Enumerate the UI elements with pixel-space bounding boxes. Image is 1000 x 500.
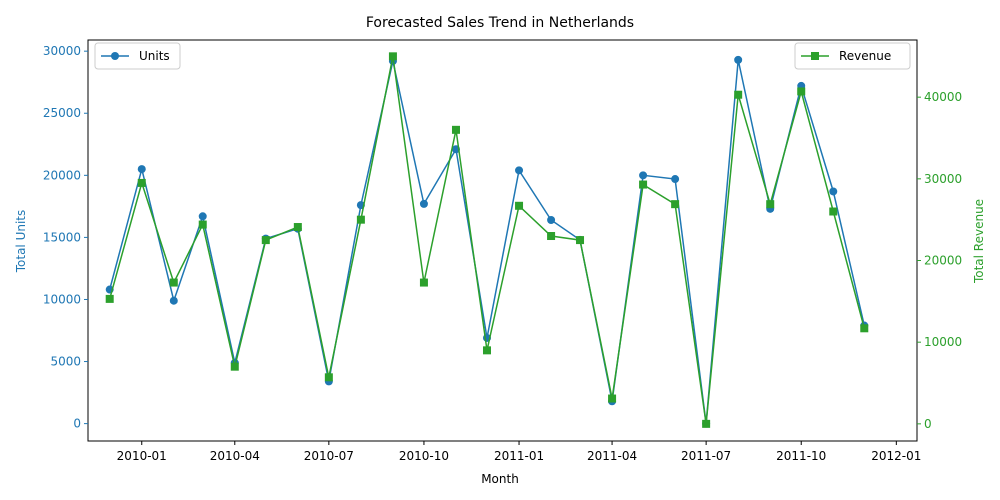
units-data-point — [169, 296, 178, 305]
revenue-data-point — [515, 201, 524, 210]
revenue-data-point — [137, 178, 146, 187]
x-tick-label: 2012-01 — [871, 449, 921, 463]
legend-units: Units — [94, 42, 181, 70]
y-left-tick-label: 10000 — [43, 292, 81, 306]
revenue-data-point — [829, 207, 838, 216]
units-data-point — [671, 175, 680, 184]
units-data-point — [547, 216, 556, 225]
y-left-tick-label: 15000 — [43, 230, 81, 244]
units-data-point — [734, 55, 743, 64]
y-left-tick-label: 30000 — [43, 44, 81, 58]
revenue-data-point — [324, 373, 333, 382]
legend-revenue: Revenue — [794, 42, 911, 70]
y-right-tick-label: 10000 — [924, 335, 962, 349]
chart-title: Forecasted Sales Trend in Netherlands — [366, 15, 634, 31]
revenue-data-point — [860, 324, 869, 333]
units-data-point — [419, 199, 428, 208]
revenue-data-point — [169, 278, 178, 287]
legend-revenue-box — [794, 42, 911, 70]
revenue-data-point — [608, 394, 617, 403]
y-left-axis-title: Total Units — [14, 210, 28, 274]
revenue-data-point — [230, 362, 239, 371]
revenue-data-point — [576, 236, 585, 245]
x-axis-title: Month — [481, 472, 519, 486]
revenue-data-point — [419, 278, 428, 287]
revenue-data-point — [766, 200, 775, 209]
y-left-tick-label: 20000 — [43, 168, 81, 182]
y-left-axis-ticks: 0 5000 10000 15000 20000 25000 30000 — [43, 44, 88, 431]
units-data-point — [829, 187, 838, 196]
y-right-tick-label: 20000 — [924, 254, 962, 268]
revenue-data-point — [482, 346, 491, 355]
x-tick-label: 2010-10 — [399, 449, 449, 463]
revenue-data-point — [671, 200, 680, 209]
plot-frame — [87, 39, 918, 442]
y-right-tick-label: 0 — [924, 417, 932, 431]
y-right-axis-title: Total Revenue — [972, 199, 986, 284]
series-layer — [105, 52, 869, 428]
x-tick-label: 2010-04 — [210, 449, 260, 463]
x-tick-label: 2011-01 — [494, 449, 544, 463]
y-left-tick-label: 5000 — [50, 355, 81, 369]
y-left-tick-label: 25000 — [43, 106, 81, 120]
revenue-data-point — [451, 125, 460, 134]
x-tick-label: 2011-10 — [776, 449, 826, 463]
revenue-data-point — [105, 294, 114, 303]
revenue-data-point — [547, 232, 556, 241]
legend-units-box — [94, 42, 181, 70]
revenue-series-line — [108, 56, 866, 424]
revenue-data-point — [639, 180, 648, 189]
x-tick-label: 2011-07 — [681, 449, 731, 463]
legend-units-label: Units — [139, 49, 170, 63]
revenue-data-point — [356, 215, 365, 224]
units-data-point — [137, 165, 146, 174]
legend-revenue-marker — [811, 52, 819, 60]
revenue-data-point — [198, 220, 207, 229]
y-left-tick-label: 0 — [73, 417, 81, 431]
revenue-data-point — [261, 236, 270, 245]
units-data-point — [639, 171, 648, 180]
x-tick-label: 2010-07 — [304, 449, 354, 463]
y-right-tick-label: 30000 — [924, 172, 962, 186]
units-data-point — [198, 212, 207, 221]
legend-revenue-label: Revenue — [839, 49, 891, 63]
x-axis-ticks: 2010-01 2010-04 2010-07 2010-10 2011-01 2011-… — [117, 441, 921, 463]
revenue-data-point — [734, 90, 743, 99]
revenue-data-point — [702, 419, 711, 428]
x-tick-label: 2011-04 — [587, 449, 637, 463]
y-right-axis-ticks: 0 10000 20000 30000 40000 — [917, 90, 962, 431]
revenue-data-point — [388, 52, 397, 61]
x-tick-label: 2010-01 — [117, 449, 167, 463]
units-data-point — [515, 166, 524, 175]
units-series-line — [108, 59, 866, 424]
legend-units-marker — [111, 52, 119, 60]
y-right-tick-label: 40000 — [924, 90, 962, 104]
axes — [87, 39, 918, 442]
revenue-data-point — [797, 87, 806, 96]
revenue-data-point — [293, 223, 302, 232]
